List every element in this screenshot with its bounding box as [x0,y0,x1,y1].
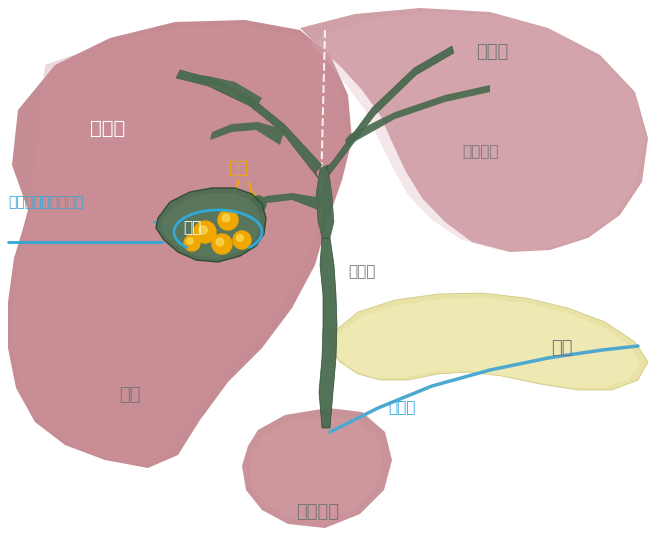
Polygon shape [176,70,322,178]
Text: 主膵管: 主膵管 [388,401,415,415]
Circle shape [199,226,207,234]
Text: 十二指腸: 十二指腸 [297,503,340,521]
Polygon shape [333,298,640,388]
Text: 胆石: 胆石 [228,159,248,177]
Polygon shape [319,238,337,428]
Text: 肝左葉: 肝左葉 [476,43,508,61]
Circle shape [250,196,266,212]
Text: 肝右葉: 肝右葉 [90,118,126,138]
Polygon shape [310,12,645,250]
Text: 肝内胆管: 肝内胆管 [462,145,498,159]
Polygon shape [210,122,286,145]
Polygon shape [326,46,454,174]
Polygon shape [316,165,334,238]
Polygon shape [190,74,262,111]
Polygon shape [249,416,383,522]
Circle shape [194,221,216,243]
Text: ドレナージチューブ: ドレナージチューブ [8,195,83,209]
Circle shape [187,238,193,244]
Circle shape [184,235,200,251]
Polygon shape [345,85,490,146]
Polygon shape [156,188,266,262]
Text: 肝臓: 肝臓 [119,386,141,404]
Polygon shape [8,20,352,468]
Polygon shape [160,193,260,258]
Polygon shape [256,193,322,210]
Circle shape [222,214,230,222]
Text: 胆嚢: 胆嚢 [183,220,201,235]
Text: 総胆管: 総胆管 [348,265,375,280]
Polygon shape [330,293,648,390]
Circle shape [212,234,232,254]
Circle shape [218,210,238,230]
Polygon shape [12,26,346,465]
Circle shape [233,231,251,249]
Text: 膵臓: 膵臓 [551,339,573,357]
Circle shape [216,238,224,246]
Polygon shape [242,408,392,528]
Circle shape [237,234,243,241]
Polygon shape [300,8,648,252]
